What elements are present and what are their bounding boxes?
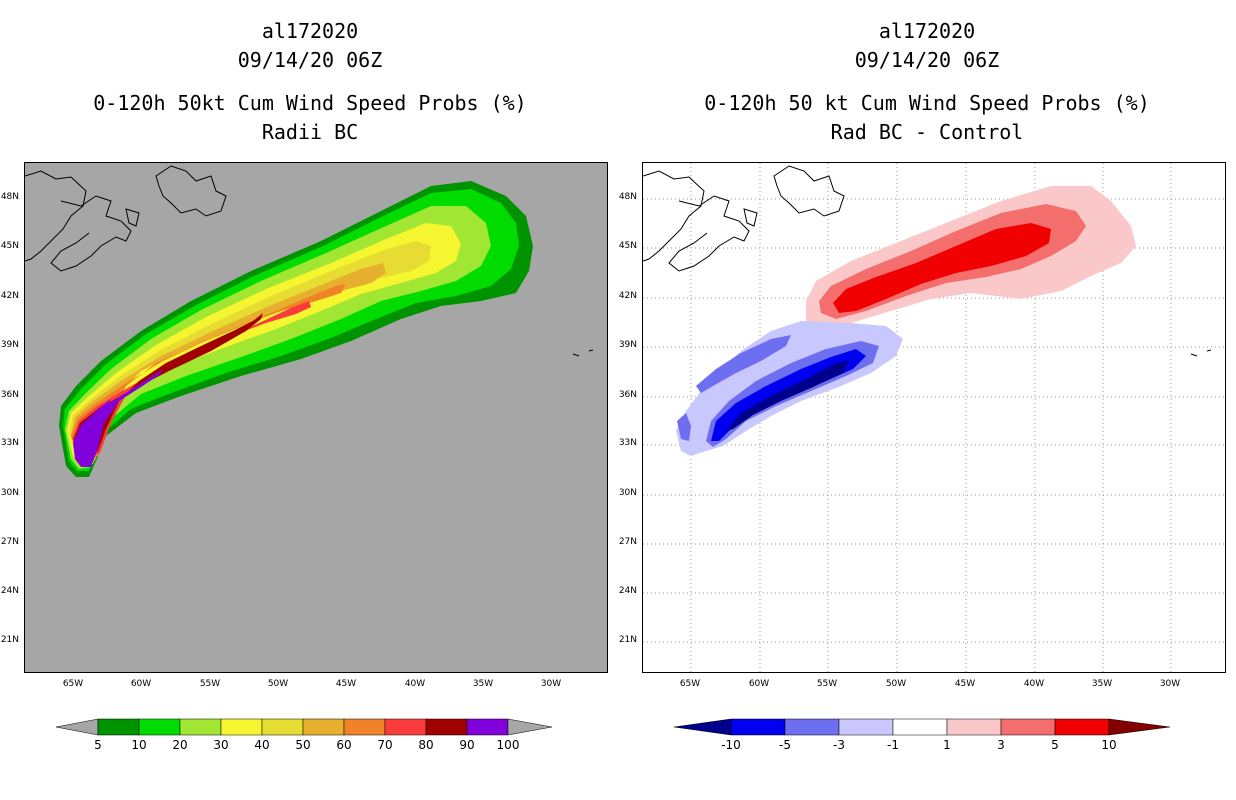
left-colorbar-end-right (507, 718, 553, 736)
right-axis-lat-24n: 24N (618, 586, 637, 596)
left-colorbar-bin-9 (466, 718, 509, 736)
left-axis-lat-33n: 33N (0, 438, 19, 448)
right-map-panel (642, 162, 1226, 673)
right-axis-lon-35w: 35W (1091, 679, 1113, 689)
left-cb-label-100: 100 (496, 738, 520, 752)
left-axis-lat-48n: 48N (0, 192, 19, 202)
right-axis-lat-21n: 21N (618, 635, 637, 645)
right-axis-lon-40w: 40W (1023, 679, 1045, 689)
left-colorbar-bin-5 (302, 718, 345, 736)
right-axis-lat-39n: 39N (618, 340, 637, 350)
right-axis-lat-45n: 45N (618, 241, 637, 251)
right-colorbar-end-left (674, 718, 732, 736)
right-axis-lon-55w: 55W (816, 679, 838, 689)
right-colorbar-bin-6 (1054, 718, 1110, 736)
right-axis-lon-45w: 45W (954, 679, 976, 689)
left-colorbar-bin-4 (261, 718, 304, 736)
right-colorbar-end-right (1108, 718, 1171, 736)
left-colorbar-bin-0 (97, 718, 140, 736)
left-colorbar-end-left (56, 718, 99, 736)
left-cb-label-80: 80 (418, 738, 434, 752)
left-axis-lon-50w: 50W (267, 679, 289, 689)
left-cb-label-20: 20 (172, 738, 188, 752)
left-cb-label-60: 60 (336, 738, 352, 752)
right-cb-label-10: 10 (1101, 738, 1117, 752)
contour-50 (71, 263, 386, 462)
left-axis-lat-36n: 36N (0, 390, 19, 400)
left-axis-lat-39n: 39N (0, 340, 19, 350)
right-axis-lon-30w: 30W (1159, 679, 1181, 689)
left-cb-label-90: 90 (459, 738, 475, 752)
right-axis-lat-48n: 48N (618, 192, 637, 202)
left-colorbar (56, 718, 553, 736)
left-axis-lon-60w: 60W (130, 679, 152, 689)
right-cb-label-m10: -10 (721, 738, 741, 752)
right-colorbar-bin-4 (946, 718, 1002, 736)
left-axis-lat-24n: 24N (0, 586, 19, 596)
right-axis-lon-60w: 60W (748, 679, 770, 689)
left-cb-label-5: 5 (94, 738, 102, 752)
left-colorbar-bin-6 (343, 718, 386, 736)
right-colorbar-bin-1 (784, 718, 840, 736)
right-title-product: 0-120h 50 kt Cum Wind Speed Probs (%) (704, 91, 1150, 115)
right-cb-label-5: 5 (1051, 738, 1059, 752)
left-title-product: 0-120h 50kt Cum Wind Speed Probs (%) (93, 91, 527, 115)
left-colorbar-bin-3 (220, 718, 263, 736)
right-difference-contours (676, 186, 1136, 456)
left-colorbar-bin-2 (179, 718, 222, 736)
right-cb-label-3: 3 (997, 738, 1005, 752)
contour-40 (69, 241, 431, 464)
left-probability-contours (59, 181, 533, 477)
left-title-storm-id: al172020 (261, 19, 359, 43)
left-axis-lon-45w: 45W (335, 679, 357, 689)
left-axis-lon-35w: 35W (472, 679, 494, 689)
right-colorbar-bin-2 (838, 718, 894, 736)
left-axis-lon-30w: 30W (540, 679, 562, 689)
left-cb-label-40: 40 (254, 738, 270, 752)
left-colorbar-bin-7 (384, 718, 427, 736)
left-cb-label-10: 10 (131, 738, 147, 752)
right-colorbar-bin-0 (730, 718, 786, 736)
diff-minus-10 (726, 361, 849, 431)
left-cb-label-70: 70 (377, 738, 393, 752)
left-cb-label-50: 50 (295, 738, 311, 752)
left-title-subtitle: Radii BC (261, 120, 359, 144)
left-axis-lon-55w: 55W (199, 679, 221, 689)
right-axis-lat-27n: 27N (618, 537, 637, 547)
right-axis-lat-30n: 30N (618, 488, 637, 498)
left-title-datetime: 09/14/20 06Z (237, 48, 383, 72)
left-axis-lat-42n: 42N (0, 291, 19, 301)
left-axis-lat-27n: 27N (0, 537, 19, 547)
left-axis-lat-30n: 30N (0, 488, 19, 498)
left-colorbar-bin-8 (425, 718, 468, 736)
right-title-subtitle: Rad BC - Control (830, 120, 1024, 144)
left-axis-lon-65w: 65W (62, 679, 84, 689)
right-cb-label-m1: -1 (887, 738, 899, 752)
right-colorbar-bin-3 (892, 718, 948, 736)
right-axis-lat-33n: 33N (618, 438, 637, 448)
diff-minus-3-west (677, 335, 791, 441)
contour-100 (75, 399, 111, 461)
right-colorbar-bin-5 (1000, 718, 1056, 736)
left-axis-lon-40w: 40W (404, 679, 426, 689)
right-title-storm-id: al172020 (878, 19, 976, 43)
left-map-panel: 48N 45N 42N 39N 36N 33N 30N 27N 24N 21N … (24, 162, 608, 673)
left-axis-lat-21n: 21N (0, 635, 19, 645)
contour-90 (73, 369, 163, 467)
diff-plus-5 (833, 223, 1051, 313)
left-colorbar-bin-1 (138, 718, 181, 736)
right-cb-label-m5: -5 (779, 738, 791, 752)
right-cb-label-1: 1 (943, 738, 951, 752)
right-colorbar (674, 718, 1171, 736)
right-cb-label-m3: -3 (833, 738, 845, 752)
right-axis-lon-65w: 65W (679, 679, 701, 689)
right-title-datetime: 09/14/20 06Z (854, 48, 1000, 72)
right-axis-lat-36n: 36N (618, 390, 637, 400)
left-axis-lat-45n: 45N (0, 241, 19, 251)
right-axis-lon-50w: 50W (885, 679, 907, 689)
left-cb-label-30: 30 (213, 738, 229, 752)
right-axis-lat-42n: 42N (618, 291, 637, 301)
